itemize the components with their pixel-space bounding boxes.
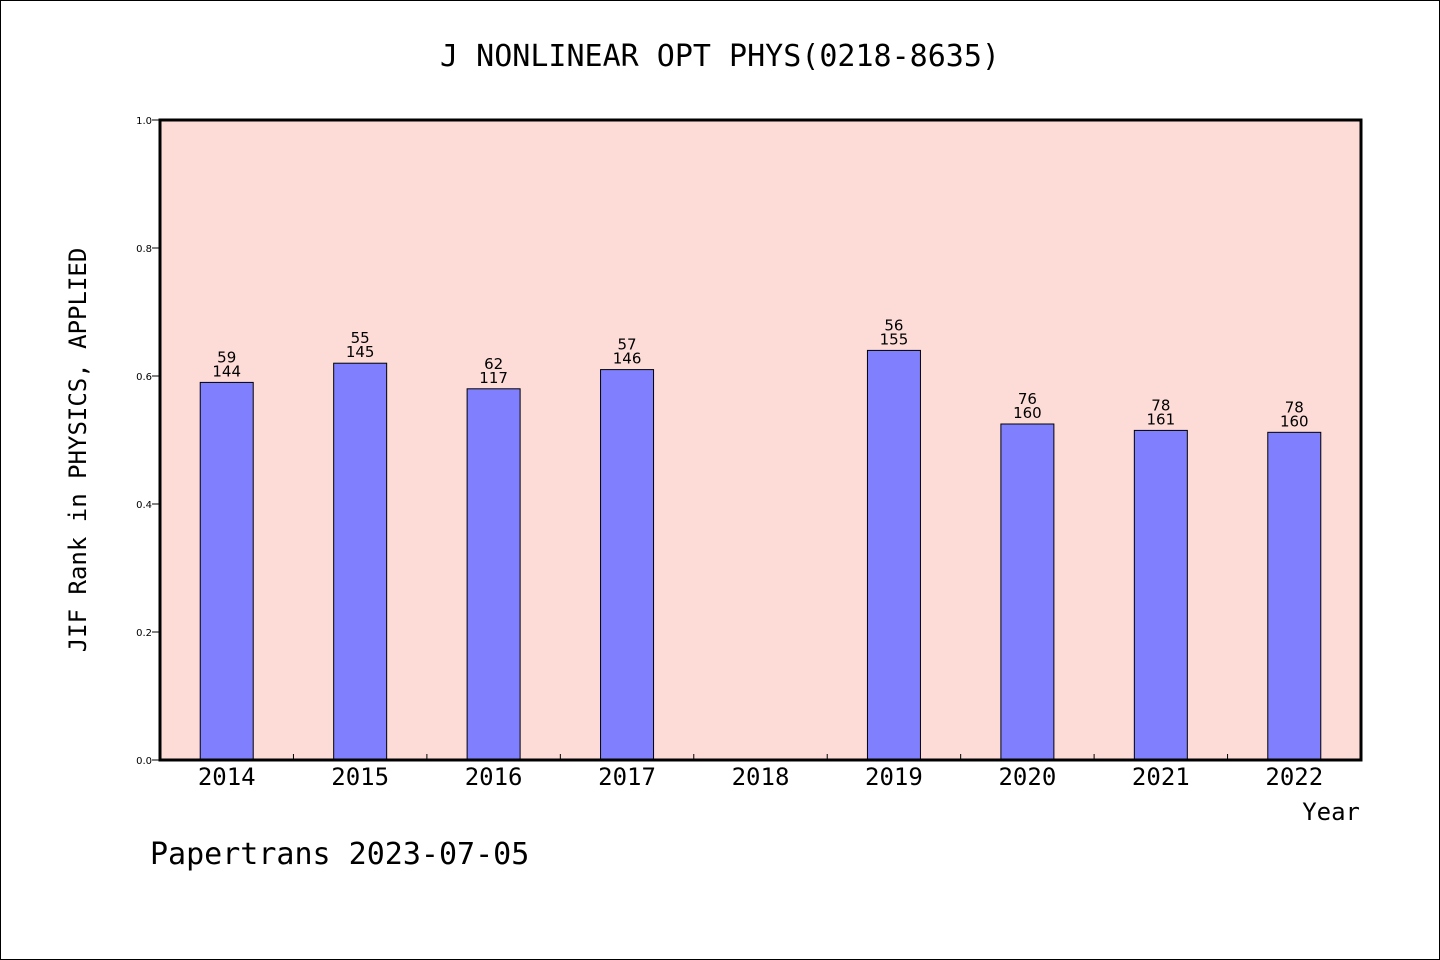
bar-total-label: 144 (212, 362, 241, 380)
bar-rank-label: 76 (1018, 390, 1037, 408)
bars (199, 349, 1322, 761)
x-tick-label: 2015 (331, 763, 389, 791)
y-tick-label: 0.2 (136, 628, 152, 639)
x-tick-label: 2016 (465, 763, 523, 791)
footer-text: Papertrans 2023-07-05 (150, 837, 529, 872)
x-tick-label: 2018 (732, 763, 790, 791)
bar-rank-label: 59 (217, 348, 236, 366)
bar (1000, 423, 1055, 761)
bar (333, 362, 388, 761)
bar (600, 369, 655, 761)
bar-total-label: 160 (1013, 404, 1042, 422)
x-tick-label: 2019 (865, 763, 923, 791)
bar-rank-label: 78 (1285, 398, 1304, 416)
bar-rank-label: 57 (618, 336, 637, 354)
bar (466, 388, 521, 761)
bar-rank-label: 56 (884, 316, 903, 334)
x-tick-label: 2022 (1265, 763, 1323, 791)
x-axis: 2014 2015 2016 2017 2018 2019 2020 2021 2022 (198, 754, 1323, 791)
chart-title: J NONLINEAR OPT PHYS(0218-8635) (440, 39, 1000, 74)
y-axis-label: JIF Rank in PHYSICS, APPLIED (64, 248, 92, 653)
bar-total-label: 146 (613, 350, 642, 368)
bar (199, 381, 254, 761)
y-tick-label: 0.8 (136, 244, 152, 255)
bar (866, 349, 921, 761)
bar-total-label: 145 (346, 343, 375, 361)
bar-rank-label: 78 (1151, 396, 1170, 414)
x-tick-label: 2020 (998, 763, 1056, 791)
bar-rank-label: 55 (351, 329, 370, 347)
bar-total-label: 160 (1280, 412, 1309, 430)
x-tick-label: 2017 (598, 763, 656, 791)
y-tick-label: 0.0 (136, 756, 152, 767)
plot-border (158, 118, 1363, 762)
bar-rank-label: 62 (484, 355, 503, 373)
x-axis-label: Year (1302, 798, 1360, 826)
y-tick-label: 0.4 (136, 500, 152, 511)
y-axis: 0.0 0.2 0.4 0.6 0.8 1.0 (136, 116, 160, 767)
y-tick-label: 1.0 (136, 116, 152, 127)
x-tick-label: 2014 (198, 763, 256, 791)
bar (1267, 431, 1322, 761)
bar (1133, 429, 1188, 761)
x-tick-label: 2021 (1132, 763, 1190, 791)
y-tick-label: 0.6 (136, 372, 152, 383)
bar-total-label: 117 (479, 369, 508, 387)
bar-total-label: 161 (1147, 410, 1176, 428)
bar-total-label: 155 (880, 330, 909, 348)
